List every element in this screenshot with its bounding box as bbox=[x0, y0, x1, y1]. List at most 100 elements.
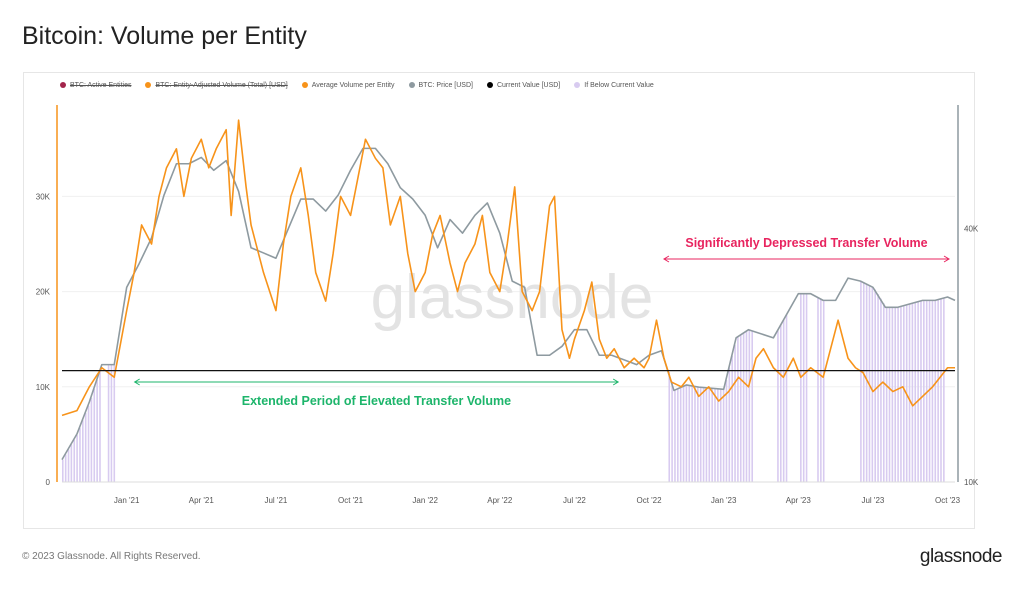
below-current-bar bbox=[737, 337, 739, 482]
below-current-bar bbox=[708, 387, 711, 482]
legend-item-active-entities[interactable]: BTC: Active Entities bbox=[60, 82, 131, 89]
legend-item-current-value[interactable]: Current Value [USD] bbox=[486, 82, 561, 89]
below-current-bar bbox=[705, 387, 708, 482]
below-current-bar bbox=[711, 388, 713, 482]
below-current-bar bbox=[70, 444, 73, 482]
below-current-bar bbox=[822, 300, 825, 482]
legend-item-entity-volume[interactable]: BTC: Entity-Adjusted Volume (Total) [USD… bbox=[145, 82, 288, 89]
legend-dot bbox=[486, 82, 493, 88]
legend-dot bbox=[574, 82, 581, 88]
below-current-bar bbox=[877, 294, 879, 482]
below-current-bar bbox=[820, 298, 822, 482]
y-left-tick-label: 20K bbox=[36, 288, 51, 297]
below-current-bar bbox=[668, 371, 671, 482]
arrowheads bbox=[662, 255, 950, 263]
y-left-tick-label: 0 bbox=[46, 478, 51, 487]
legend-dot bbox=[60, 82, 66, 88]
x-tick-label: Oct '22 bbox=[636, 496, 662, 505]
below-current-bar bbox=[739, 335, 742, 482]
below-current-bar bbox=[903, 305, 905, 482]
below-current-bar bbox=[107, 364, 110, 482]
copyright: © 2023 Glassnode. All Rights Reserved. bbox=[22, 551, 201, 562]
below-current-bar bbox=[99, 371, 101, 482]
below-current-bar bbox=[677, 389, 679, 482]
legend-label: BTC: Entity-Adjusted Volume (Total) [USD… bbox=[155, 82, 288, 89]
x-tick-label: Jul '21 bbox=[264, 496, 287, 505]
below-current-bar bbox=[731, 355, 733, 482]
glassnode-logo: glassnode bbox=[919, 546, 1003, 567]
below-current-bar bbox=[719, 388, 722, 482]
below-current-bar bbox=[805, 293, 808, 482]
below-current-bar bbox=[728, 367, 731, 482]
below-current-bar bbox=[745, 331, 748, 482]
legend-dot bbox=[301, 82, 308, 88]
legend-label: BTC: Active Entities bbox=[70, 82, 132, 89]
chart-card bbox=[23, 72, 975, 529]
legend-label: BTC: Price [USD] bbox=[418, 82, 473, 89]
below-current-bar bbox=[862, 282, 865, 482]
below-current-bar bbox=[725, 380, 728, 482]
below-current-bar bbox=[920, 301, 922, 482]
below-current-bar bbox=[702, 387, 705, 482]
below-current-bar bbox=[699, 387, 702, 482]
x-tick-label: Jan '21 bbox=[114, 496, 140, 505]
below-current-bar bbox=[671, 381, 673, 482]
below-current-bar bbox=[679, 387, 682, 482]
below-current-bar bbox=[891, 307, 894, 482]
below-current-bar bbox=[943, 298, 945, 482]
below-current-bar bbox=[800, 293, 802, 482]
annotation-label: Significantly Depressed Transfer Volume bbox=[685, 236, 927, 250]
below-current-bar bbox=[897, 307, 899, 482]
below-current-bar bbox=[751, 330, 754, 482]
below-current-bar bbox=[742, 333, 745, 482]
below-current-bar bbox=[76, 435, 78, 482]
watermark: glassnode bbox=[371, 263, 654, 332]
below-current-bar bbox=[917, 301, 919, 482]
legend-item-below-current[interactable]: If Below Current Value bbox=[574, 82, 654, 89]
below-current-bar bbox=[882, 303, 885, 482]
x-tick-label: Apr '23 bbox=[786, 496, 812, 505]
price-line bbox=[61, 147, 956, 461]
y-right-tick-label: 10K bbox=[964, 478, 979, 487]
below-current-bar bbox=[62, 459, 64, 482]
below-current-bar bbox=[694, 386, 696, 482]
below-current-bar bbox=[67, 449, 70, 482]
below-current-bar bbox=[82, 420, 84, 482]
below-current-bar bbox=[96, 380, 98, 482]
below-current-bar bbox=[860, 281, 862, 482]
x-tick-label: Jul '23 bbox=[861, 496, 884, 505]
below-current-bar bbox=[914, 302, 917, 482]
below-current-bar bbox=[64, 454, 67, 482]
below-current-bar bbox=[900, 306, 902, 482]
below-current-bar bbox=[874, 289, 877, 482]
below-current-bar bbox=[934, 300, 937, 482]
below-current-bar bbox=[871, 286, 874, 482]
below-current-bar bbox=[110, 364, 113, 482]
below-current-bar bbox=[748, 329, 751, 482]
below-current-bar bbox=[880, 298, 882, 482]
below-current-bar bbox=[691, 385, 693, 482]
below-current-bar bbox=[73, 439, 76, 482]
legend-item-price[interactable]: BTC: Price [USD] bbox=[408, 82, 473, 89]
below-current-bar bbox=[717, 388, 719, 482]
below-current-bar bbox=[688, 385, 691, 482]
y-right-tick-label: 40K bbox=[964, 225, 979, 234]
legend-item-avg-volume[interactable]: Average Volume per Entity bbox=[301, 82, 395, 89]
below-current-bar bbox=[785, 314, 788, 482]
legend-dot bbox=[408, 82, 415, 88]
page-title: Bitcoin: Volume per Entity bbox=[22, 22, 307, 50]
annotation-label: Extended Period of Elevated Transfer Vol… bbox=[242, 394, 511, 408]
below-current-bar bbox=[928, 300, 931, 482]
below-current-bar bbox=[931, 300, 934, 482]
avg-volume-line bbox=[61, 119, 955, 417]
below-current-bar bbox=[865, 283, 868, 482]
below-current-bar bbox=[923, 300, 925, 482]
arrowheads bbox=[133, 378, 620, 386]
below-current-bar bbox=[113, 364, 116, 482]
below-current-bar bbox=[777, 330, 779, 482]
x-tick-label: Oct '21 bbox=[338, 496, 364, 505]
legend-label: Current Value [USD] bbox=[496, 82, 561, 89]
below-current-bar bbox=[84, 412, 87, 482]
below-current-bar bbox=[714, 388, 716, 482]
